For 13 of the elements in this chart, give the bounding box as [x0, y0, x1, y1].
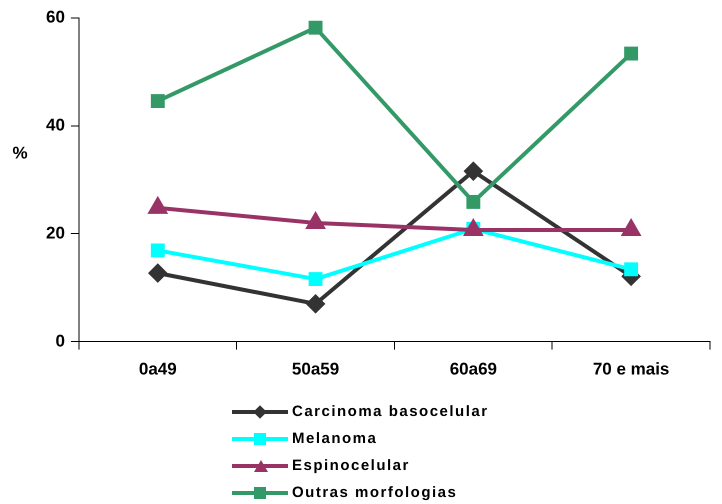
x-tick-label: 70 e mais — [592, 359, 670, 378]
y-tick-label: 40 — [46, 116, 65, 135]
legend-label: Carcinoma basocelular — [292, 403, 489, 420]
x-tick-label: 50a59 — [292, 359, 340, 378]
y-tick-label: 0 — [55, 331, 65, 350]
y-tick-label: 60 — [46, 8, 65, 27]
legend-label: Espinocelular — [292, 457, 410, 474]
y-axis-title: % — [12, 144, 28, 163]
x-tick-label: 0a49 — [138, 359, 177, 378]
y-tick-label: 20 — [46, 223, 65, 242]
x-tick-label: 60a69 — [450, 359, 497, 378]
legend-label: Melanoma — [292, 430, 378, 447]
legend-label: Outras morfologias — [292, 484, 458, 501]
